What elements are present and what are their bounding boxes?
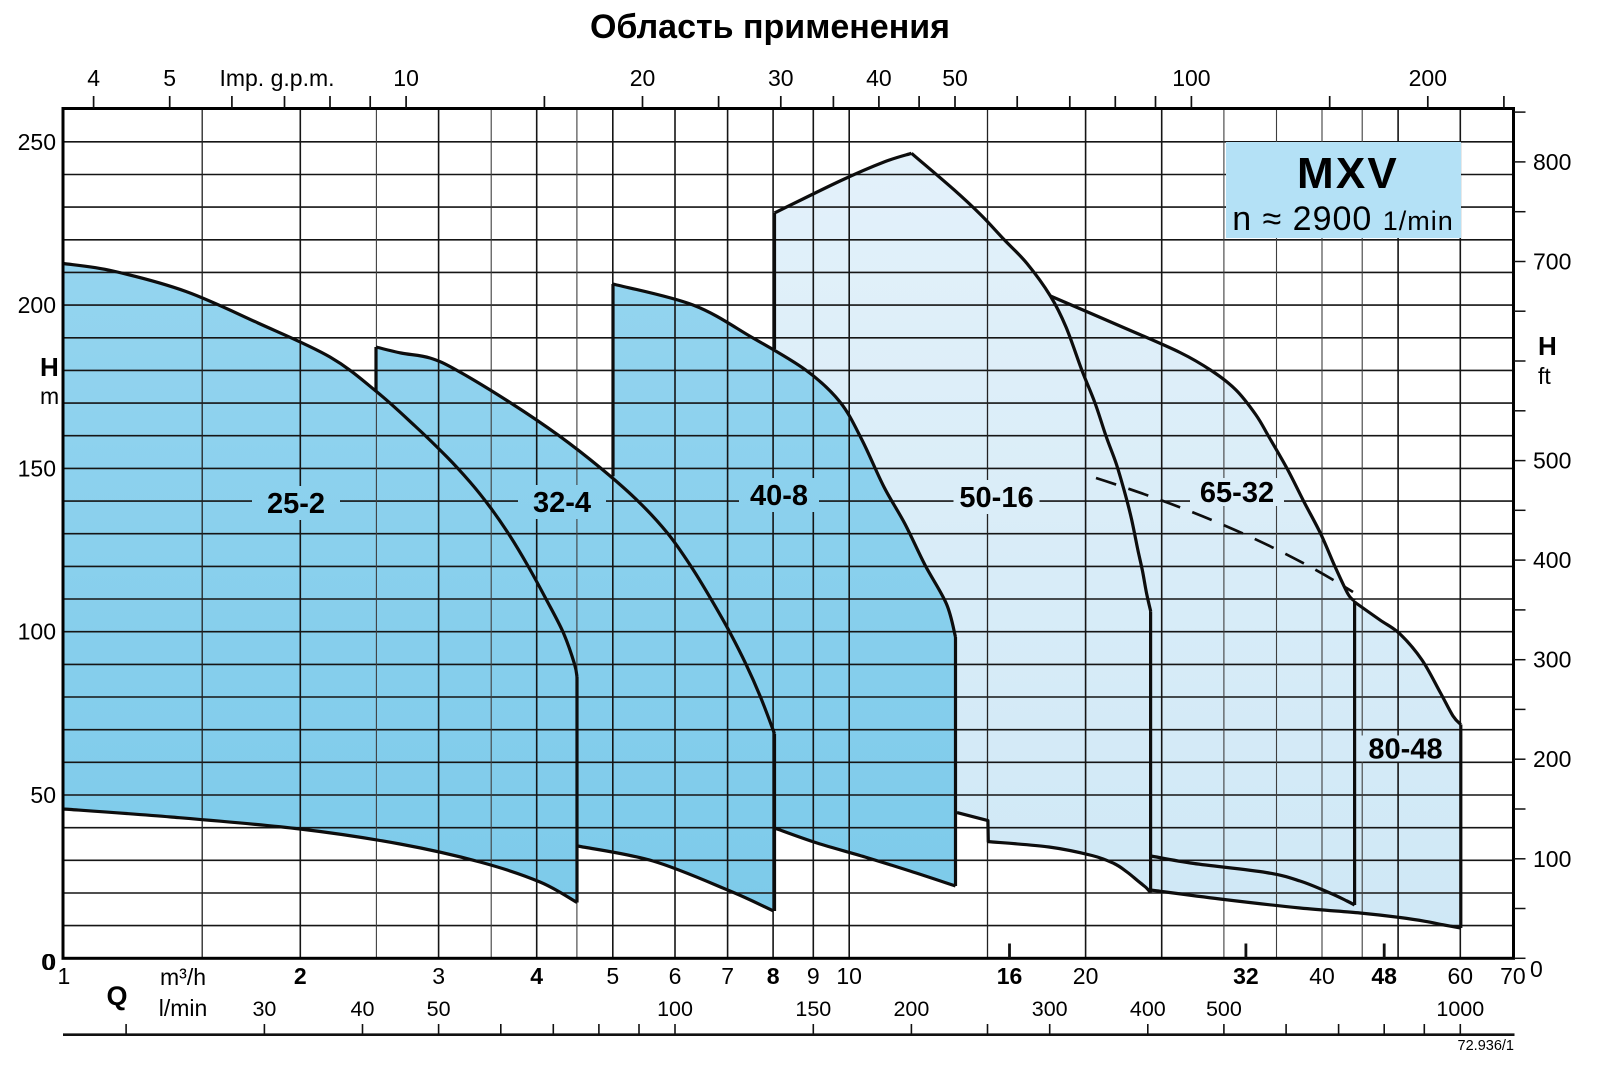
svg-text:30: 30 <box>768 65 794 91</box>
svg-text:1000: 1000 <box>1436 997 1484 1021</box>
svg-text:700: 700 <box>1533 249 1571 275</box>
svg-text:40: 40 <box>351 997 375 1021</box>
svg-text:ft: ft <box>1538 363 1551 389</box>
svg-text:l/min: l/min <box>159 995 208 1021</box>
svg-text:70: 70 <box>1500 963 1526 989</box>
svg-text:50: 50 <box>942 65 968 91</box>
svg-text:200: 200 <box>1409 65 1447 91</box>
svg-text:1: 1 <box>58 963 71 989</box>
svg-text:32: 32 <box>1233 963 1259 989</box>
svg-text:150: 150 <box>18 455 56 481</box>
svg-text:100: 100 <box>657 997 693 1021</box>
svg-text:0: 0 <box>41 949 54 975</box>
svg-text:400: 400 <box>1533 547 1571 573</box>
svg-text:H: H <box>1538 331 1557 361</box>
svg-text:60: 60 <box>1448 963 1474 989</box>
svg-text:5: 5 <box>606 963 619 989</box>
svg-text:Imp. g.p.m.: Imp. g.p.m. <box>219 65 334 91</box>
svg-text:250: 250 <box>18 129 56 155</box>
svg-text:Область применения: Область применения <box>590 8 950 46</box>
svg-text:200: 200 <box>893 997 929 1021</box>
svg-text:100: 100 <box>1533 846 1571 872</box>
svg-text:n ≈ 2900 1/min: n ≈ 2900 1/min <box>1232 200 1454 238</box>
svg-text:100: 100 <box>18 619 56 645</box>
svg-text:7: 7 <box>721 963 734 989</box>
svg-text:500: 500 <box>1533 448 1571 474</box>
svg-text:150: 150 <box>795 997 831 1021</box>
svg-text:0: 0 <box>43 949 56 975</box>
svg-text:20: 20 <box>1073 963 1099 989</box>
svg-text:16: 16 <box>997 963 1023 989</box>
svg-text:300: 300 <box>1032 997 1068 1021</box>
svg-text:10: 10 <box>836 963 862 989</box>
svg-text:40: 40 <box>866 65 892 91</box>
svg-text:40-8: 40-8 <box>750 480 808 512</box>
svg-text:300: 300 <box>1533 647 1571 673</box>
svg-text:4: 4 <box>530 963 543 989</box>
svg-text:40: 40 <box>1309 963 1335 989</box>
svg-text:50-16: 50-16 <box>959 482 1033 514</box>
svg-text:50: 50 <box>427 997 451 1021</box>
svg-text:500: 500 <box>1206 997 1242 1021</box>
svg-text:800: 800 <box>1533 149 1571 175</box>
svg-text:20: 20 <box>630 65 656 91</box>
svg-text:MXV: MXV <box>1297 149 1399 198</box>
svg-text:50: 50 <box>30 782 56 808</box>
svg-text:6: 6 <box>669 963 682 989</box>
svg-text:4: 4 <box>87 65 100 91</box>
svg-text:Q: Q <box>106 981 127 1011</box>
svg-text:80-48: 80-48 <box>1368 734 1442 766</box>
svg-text:30: 30 <box>252 997 276 1021</box>
svg-text:0: 0 <box>1530 956 1543 982</box>
svg-text:48: 48 <box>1371 963 1397 989</box>
svg-text:400: 400 <box>1130 997 1166 1021</box>
svg-text:65-32: 65-32 <box>1200 477 1274 509</box>
svg-text:100: 100 <box>1172 65 1210 91</box>
svg-text:m³/h: m³/h <box>160 964 206 990</box>
svg-text:2: 2 <box>294 963 307 989</box>
svg-text:5: 5 <box>163 65 176 91</box>
svg-text:25-2: 25-2 <box>267 488 325 520</box>
svg-text:72.936/1: 72.936/1 <box>1458 1038 1514 1054</box>
svg-text:9: 9 <box>807 963 820 989</box>
svg-text:200: 200 <box>1533 746 1571 772</box>
svg-text:32-4: 32-4 <box>533 487 591 519</box>
svg-text:3: 3 <box>432 963 445 989</box>
svg-text:8: 8 <box>767 963 780 989</box>
svg-text:m: m <box>40 383 59 409</box>
svg-text:H: H <box>40 352 59 382</box>
svg-text:200: 200 <box>18 292 56 318</box>
svg-text:10: 10 <box>393 65 419 91</box>
